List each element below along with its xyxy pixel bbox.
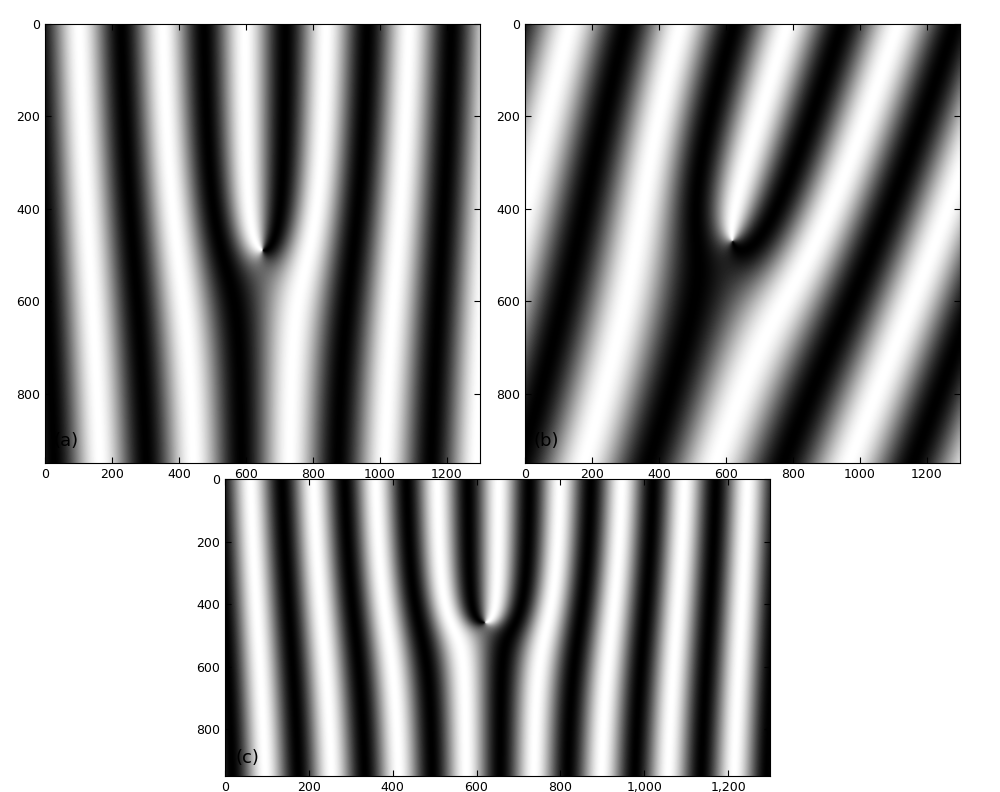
Text: (a): (a): [54, 432, 79, 450]
Text: (c): (c): [236, 749, 260, 767]
Text: (b): (b): [534, 432, 559, 450]
